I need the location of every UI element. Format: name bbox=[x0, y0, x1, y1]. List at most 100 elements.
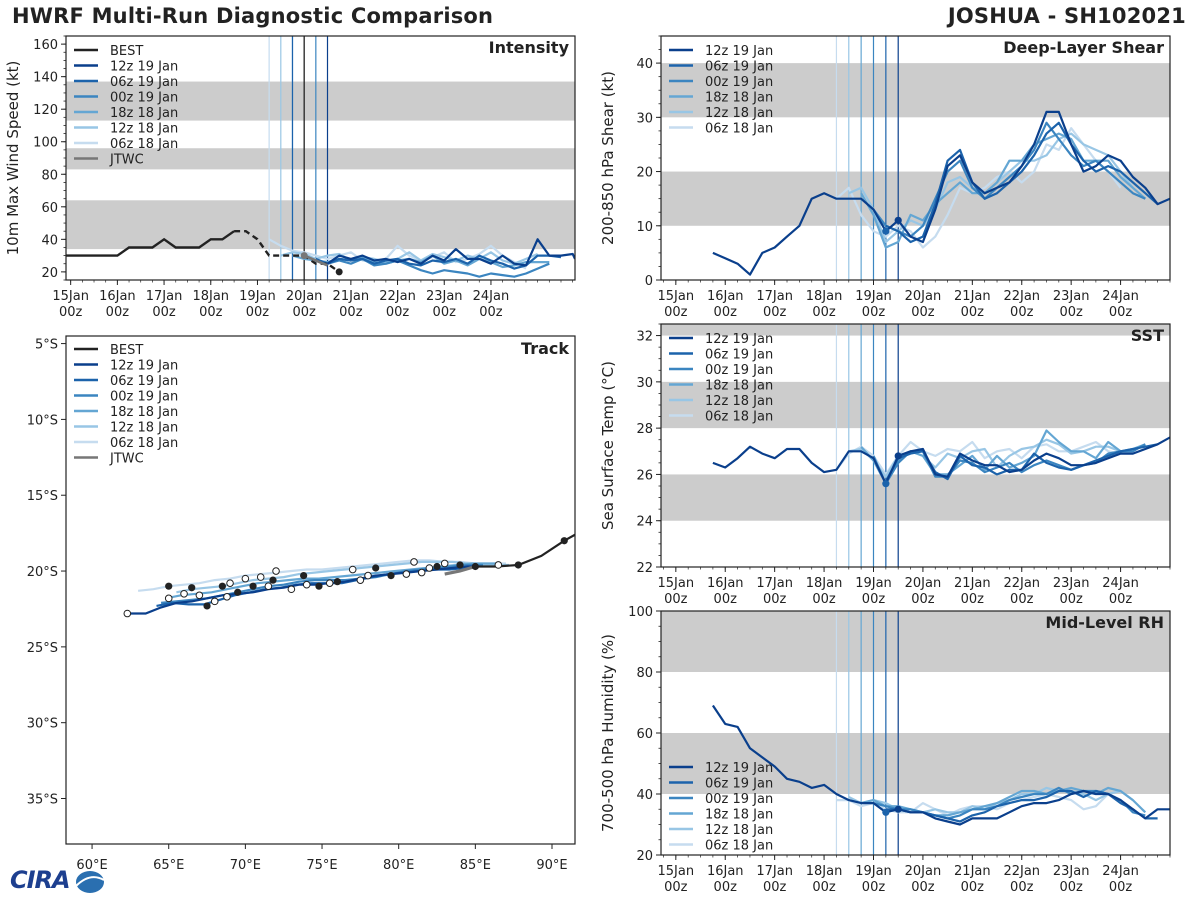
legend-label: 06z 18 Jan bbox=[705, 122, 773, 137]
y-tick-label: 26 bbox=[636, 468, 653, 483]
x-tick-label: 17Jan bbox=[756, 864, 793, 879]
x-tick-label: 24Jan bbox=[1102, 576, 1139, 591]
series-line-00z-19-jan bbox=[303, 254, 550, 278]
plot-area-track bbox=[123, 533, 575, 618]
x-tick-label: 23Jan bbox=[1053, 864, 1090, 879]
threshold-band bbox=[66, 148, 575, 170]
x-tick-label: 19Jan bbox=[855, 864, 892, 879]
jtwc-marker bbox=[300, 252, 308, 260]
track-point-filled bbox=[333, 578, 341, 586]
series-line-12z-19-jan bbox=[711, 704, 1170, 826]
y-tick-label: 120 bbox=[33, 103, 58, 118]
x-tick-label: 80°E bbox=[383, 858, 414, 873]
x-tick-label: 00z bbox=[862, 880, 886, 895]
x-tick-label: 18Jan bbox=[192, 289, 229, 304]
x-tick-label: 00z bbox=[763, 880, 787, 895]
threshold-band bbox=[661, 381, 1170, 429]
x-tick-label: 85°E bbox=[460, 858, 491, 873]
x-tick-label: 22Jan bbox=[1003, 289, 1040, 304]
y-axis-label: 10m Max Wind Speed (kt) bbox=[4, 61, 22, 256]
legend-label: BEST bbox=[110, 343, 143, 358]
legend-label: 06z 19 Jan bbox=[705, 348, 773, 363]
track-point-open bbox=[223, 593, 231, 601]
legend-label: 00z 19 Jan bbox=[110, 390, 178, 405]
legend-label: 06z 19 Jan bbox=[705, 777, 773, 792]
x-tick-label: 17Jan bbox=[756, 576, 793, 591]
x-tick-label: 00z bbox=[59, 305, 83, 320]
track-point-open bbox=[402, 570, 411, 578]
logo-swoosh bbox=[75, 876, 105, 887]
legend-label: 12z 19 Jan bbox=[705, 332, 773, 347]
best-track-line bbox=[475, 533, 575, 568]
y-tick-label: 30 bbox=[636, 376, 653, 391]
track-point-filled bbox=[165, 582, 173, 590]
y-tick-label: 100 bbox=[628, 605, 653, 620]
legend-label: 12z 19 Jan bbox=[110, 359, 178, 374]
x-tick-label: 00z bbox=[339, 305, 363, 320]
series-line-06z-19-jan bbox=[885, 121, 1159, 244]
track-point-open bbox=[226, 579, 234, 587]
analysis-marker bbox=[894, 216, 902, 224]
panel-sst: 22242628303215Jan00z16Jan00z17Jan00z18Ja… bbox=[599, 323, 1171, 607]
x-tick-label: 00z bbox=[479, 305, 503, 320]
track-point-open bbox=[494, 561, 503, 569]
series-line-06z-19-jan bbox=[315, 254, 562, 270]
x-tick-label: 24Jan bbox=[1102, 289, 1139, 304]
x-tick-label: 24Jan bbox=[473, 289, 510, 304]
plot-area-shear bbox=[712, 110, 1170, 276]
track-point-filled bbox=[560, 537, 568, 545]
legend-label: 12z 19 Jan bbox=[110, 60, 178, 75]
panel-rh: 2040608010015Jan00z16Jan00z17Jan00z18Jan… bbox=[599, 605, 1171, 895]
panel-title: Mid-Level RH bbox=[1045, 613, 1164, 632]
track-point-open bbox=[364, 571, 372, 580]
x-tick-label: 00z bbox=[1010, 305, 1034, 320]
x-tick-label: 00z bbox=[433, 305, 457, 320]
x-tick-label: 00z bbox=[664, 880, 688, 895]
x-tick-label: 21Jan bbox=[954, 289, 991, 304]
y-tick-label: 32 bbox=[636, 330, 653, 345]
track-point-open bbox=[425, 564, 434, 572]
x-tick-label: 00z bbox=[1010, 592, 1034, 607]
x-tick-label: 00z bbox=[106, 305, 130, 320]
x-tick-label: 00z bbox=[292, 305, 316, 320]
y-tick-label: 60 bbox=[636, 727, 653, 742]
panel-track: 60°E 65°E 70°E 75°E 80°E 85°E 90°E 5°S 10°S 15°S 2… bbox=[27, 335, 576, 873]
track-point-open bbox=[356, 576, 365, 584]
track-point-filled bbox=[471, 562, 479, 571]
y-tick-label: 20 bbox=[636, 166, 653, 181]
track-point-filled bbox=[387, 571, 395, 580]
y-tick-label: 20 bbox=[41, 266, 58, 281]
y-tick-label: 40 bbox=[636, 57, 653, 72]
y-tick-label: 22 bbox=[636, 561, 653, 576]
track-point-open bbox=[123, 609, 132, 618]
plot-area-sst bbox=[712, 429, 1170, 488]
track-point-filled bbox=[188, 584, 196, 592]
x-tick-label: 16Jan bbox=[707, 576, 744, 591]
legend-label: 06z 19 Jan bbox=[110, 374, 178, 389]
series-line-00z-19-jan bbox=[872, 121, 1146, 238]
x-tick-label: 00z bbox=[862, 305, 886, 320]
track-point-filled bbox=[218, 582, 226, 590]
legend-label: 12z 18 Jan bbox=[705, 823, 773, 838]
y-tick-label: 40 bbox=[636, 788, 653, 803]
x-tick-label: 15Jan bbox=[658, 576, 695, 591]
track-point-filled bbox=[514, 561, 522, 569]
legend-label: 12z 18 Jan bbox=[705, 106, 773, 121]
track-point-open bbox=[256, 573, 265, 581]
x-tick-label: 00z bbox=[862, 592, 886, 607]
track-point-filled bbox=[234, 588, 242, 596]
x-tick-label: 00z bbox=[386, 305, 410, 320]
legend-label: 06z 18 Jan bbox=[110, 436, 178, 451]
track-point-filled bbox=[249, 582, 257, 590]
x-tick-label: 23Jan bbox=[1053, 576, 1090, 591]
jtwc-line bbox=[303, 254, 329, 267]
track-point-open bbox=[195, 591, 204, 600]
series-line-12z-19-jan bbox=[712, 436, 1170, 485]
analysis-marker bbox=[882, 480, 890, 488]
x-tick-label: 23Jan bbox=[1053, 289, 1090, 304]
track-point-open bbox=[287, 585, 296, 594]
track-point-open bbox=[164, 594, 173, 603]
x-tick-label: 24Jan bbox=[1102, 864, 1139, 879]
figure-title: HWRF Multi-Run Diagnostic Comparison bbox=[12, 4, 494, 28]
